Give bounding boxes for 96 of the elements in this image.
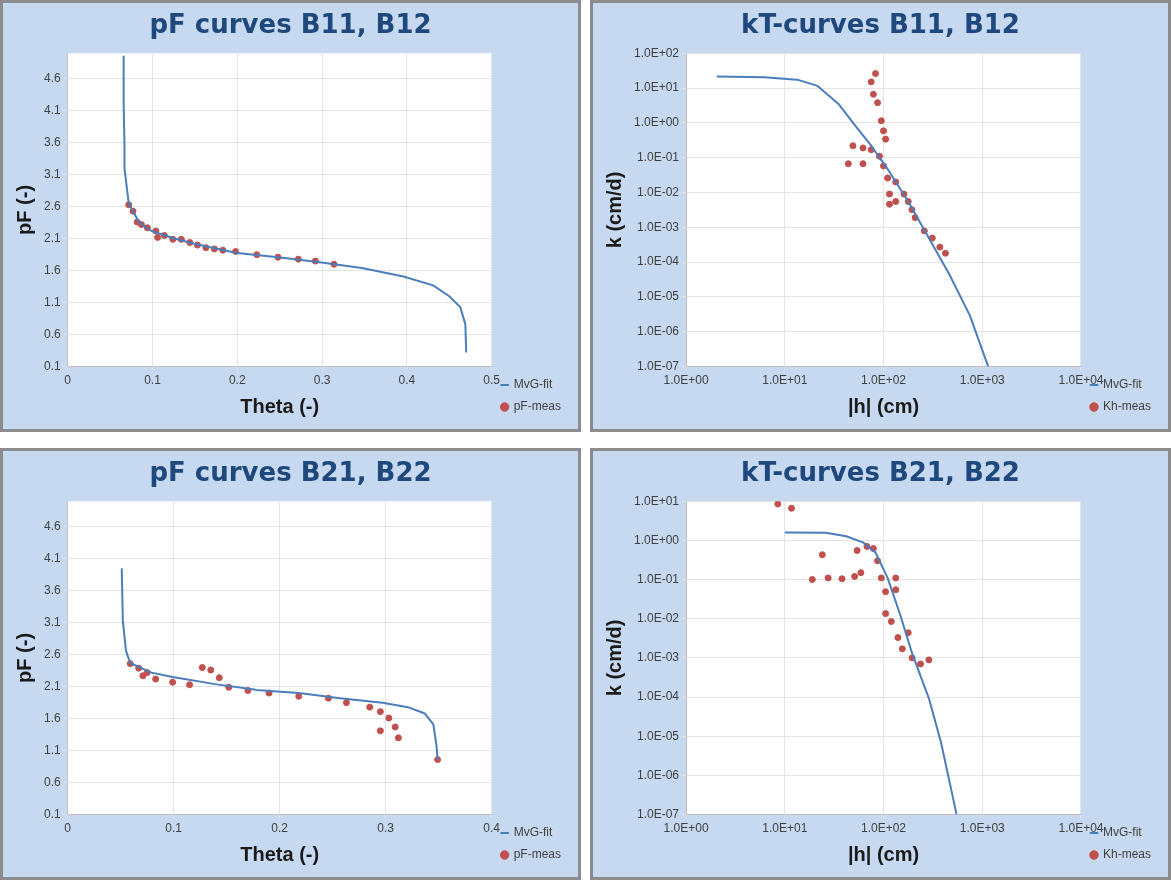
y-tick-label: 2.6 — [43, 199, 61, 214]
x-tick-label: 1.0E+02 — [860, 821, 907, 836]
x-axis-title: Theta (-) — [240, 842, 320, 865]
chart-title: pF curves B21, B22 — [148, 457, 433, 489]
point — [385, 714, 393, 722]
y-tick-label: 1.0E+00 — [633, 532, 680, 547]
legend-label: pF-meas — [513, 399, 561, 414]
point — [391, 723, 399, 731]
legend-label: MvG-fit — [1102, 825, 1143, 840]
y-tick-label: 0.6 — [43, 326, 61, 341]
point — [198, 663, 206, 671]
y-tick-label: 1.0E-02 — [637, 611, 680, 626]
legend-label: MvG-fit — [513, 377, 553, 392]
y-tick-label: 1.1 — [43, 742, 61, 757]
y-tick-label: 1.0E+01 — [633, 80, 680, 95]
legend-label: MvG-fit — [1102, 377, 1143, 392]
x-tick-label: 0.1 — [144, 373, 162, 388]
point — [342, 699, 350, 707]
y-tick-label: 0.1 — [43, 806, 61, 821]
y-tick-label: 3.1 — [43, 615, 61, 630]
chart-title: kT-curves B21, B22 — [740, 457, 1021, 489]
y-tick-label: 1.6 — [43, 262, 61, 277]
point — [295, 692, 303, 700]
y-tick-label: 3.6 — [43, 583, 61, 598]
y-tick-label: 1.0E-05 — [637, 728, 680, 743]
x-tick-label: 0.5 — [483, 373, 501, 388]
x-axis-title: Theta (-) — [240, 394, 320, 417]
y-tick-label: 1.0E-01 — [637, 571, 680, 586]
x-axis-title: |h| (cm) — [847, 842, 920, 865]
y-tick-label: 2.1 — [43, 230, 61, 245]
y-tick-label: 1.0E-04 — [637, 254, 680, 269]
legend-label: Kh-meas — [1102, 399, 1152, 414]
x-tick-label: 1.0E+04 — [1058, 821, 1104, 836]
point — [154, 233, 162, 241]
y-tick-label: 0.1 — [43, 358, 61, 373]
x-tick-label: 0.4 — [398, 373, 416, 388]
y-tick-label: 0.6 — [43, 774, 61, 789]
chart-title: pF curves B11, B12 — [148, 9, 433, 41]
y-tick-label: 3.6 — [43, 135, 61, 150]
y-tick-label: 4.1 — [43, 103, 61, 118]
x-tick-label: 0.4 — [483, 821, 501, 836]
y-tick-label: 1.0E+00 — [633, 115, 680, 130]
x-tick-label: 0 — [64, 373, 72, 388]
point — [207, 666, 215, 674]
y-tick-label: 4.6 — [43, 71, 61, 86]
x-tick-label: 1.0E+04 — [1058, 373, 1104, 388]
legend-label: Kh-meas — [1102, 847, 1152, 862]
point — [215, 674, 223, 682]
x-tick-label: 0 — [64, 821, 72, 836]
y-tick-label: 1.1 — [43, 294, 61, 309]
y-tick-label: 3.1 — [43, 167, 61, 182]
point — [169, 678, 177, 686]
y-axis-title: k (cm/d) — [602, 171, 625, 249]
x-tick-label: 0.3 — [313, 373, 331, 388]
point — [152, 675, 160, 683]
y-tick-label: 1.0E-05 — [637, 289, 680, 304]
y-tick-label: 1.0E-01 — [637, 149, 680, 164]
y-axis-title: k (cm/d) — [602, 619, 625, 697]
y-tick-label: 1.0E-03 — [637, 650, 680, 665]
y-tick-label: 1.0E-06 — [637, 324, 680, 339]
y-tick-label: 1.0E-06 — [637, 767, 680, 782]
y-axis-title: pF (-) — [12, 184, 35, 235]
point — [376, 708, 384, 716]
x-tick-label: 1.0E+00 — [663, 821, 709, 836]
x-tick-label: 0.3 — [377, 821, 395, 836]
y-axis-title: pF (-) — [12, 632, 35, 683]
x-tick-label: 0.1 — [165, 821, 183, 836]
point — [366, 703, 374, 711]
y-tick-label: 1.6 — [43, 710, 61, 725]
chart-title: kT-curves B11, B12 — [740, 9, 1021, 41]
x-axis-title: |h| (cm) — [847, 394, 920, 417]
y-tick-label: 1.0E+01 — [633, 493, 680, 508]
y-tick-label: 4.6 — [43, 519, 61, 534]
y-tick-label: 1.0E-04 — [637, 689, 680, 704]
y-tick-label: 1.0E-07 — [637, 358, 680, 373]
y-tick-label: 2.1 — [43, 678, 61, 693]
point — [376, 727, 384, 735]
y-tick-label: 1.0E-07 — [637, 806, 680, 821]
x-tick-label: 0.2 — [228, 373, 246, 388]
y-tick-label: 1.0E+02 — [633, 45, 680, 60]
point — [186, 681, 194, 689]
point — [394, 734, 402, 742]
y-tick-label: 2.6 — [43, 647, 61, 662]
x-tick-label: 1.0E+03 — [959, 821, 1006, 836]
x-tick-label: 1.0E+01 — [762, 821, 808, 836]
x-tick-label: 1.0E+01 — [762, 373, 808, 388]
point — [139, 672, 147, 680]
legend-label: MvG-fit — [513, 825, 553, 840]
x-tick-label: 1.0E+03 — [959, 373, 1006, 388]
legend-label: pF-meas — [513, 847, 561, 862]
x-tick-label: 0.2 — [271, 821, 289, 836]
x-tick-label: 1.0E+02 — [860, 373, 907, 388]
y-tick-label: 1.0E-03 — [637, 219, 680, 234]
y-tick-label: 1.0E-02 — [637, 184, 680, 199]
y-tick-label: 4.1 — [43, 551, 61, 566]
x-tick-label: 1.0E+00 — [663, 373, 709, 388]
